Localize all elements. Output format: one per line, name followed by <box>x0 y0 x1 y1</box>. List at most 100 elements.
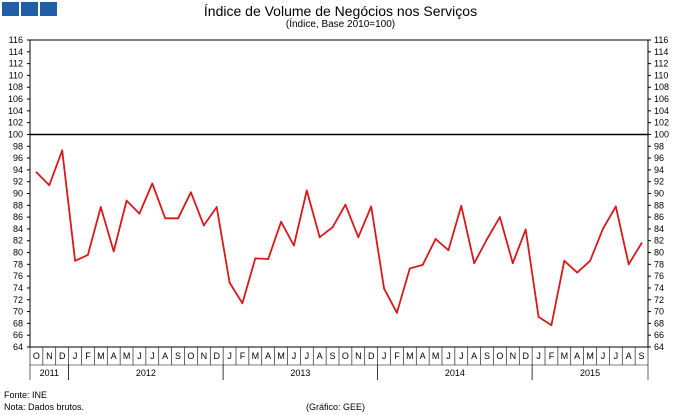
y-tick-label-right: 96 <box>654 153 664 163</box>
month-label: D <box>522 351 529 361</box>
month-label: A <box>626 351 632 361</box>
y-tick-label-left: 104 <box>8 106 23 116</box>
data-point <box>563 259 566 262</box>
y-tick-label-left: 86 <box>13 212 23 222</box>
data-point <box>640 242 643 244</box>
y-tick-label-left: 74 <box>13 283 23 293</box>
plot-frame <box>29 39 649 348</box>
month-label: A <box>111 351 117 361</box>
data-point <box>357 236 360 239</box>
month-label: J <box>601 351 606 361</box>
year-label: 2015 <box>580 368 600 378</box>
y-tick-label-left: 116 <box>9 35 23 45</box>
y-tick-label-left: 68 <box>13 318 23 328</box>
data-point <box>550 324 553 327</box>
y-tick-label-left: 66 <box>13 330 23 340</box>
month-label: J <box>227 351 232 361</box>
data-point <box>35 171 38 174</box>
month-label: M <box>406 351 414 361</box>
month-label: N <box>201 351 208 361</box>
logo-square-2 <box>21 2 38 16</box>
data-point <box>511 262 514 265</box>
data-point <box>241 302 244 305</box>
chart-credit: (Gráfico: GEE) <box>306 402 366 412</box>
chart-title: Índice de Volume de Negócios nos Serviço… <box>203 3 478 19</box>
data-point <box>602 228 604 230</box>
month-label: D <box>59 351 66 361</box>
data-point <box>473 262 476 265</box>
month-label: M <box>432 351 440 361</box>
data-point <box>537 315 540 318</box>
y-tick-label-right: 112 <box>654 59 668 69</box>
month-label: D <box>213 351 220 361</box>
data-point <box>112 250 115 253</box>
data-point <box>383 287 385 290</box>
y-tick-label-left: 102 <box>8 118 23 128</box>
y-tick-label-right: 74 <box>654 283 664 293</box>
year-label: 2013 <box>290 368 310 378</box>
data-point <box>589 259 591 262</box>
data-point <box>447 249 450 252</box>
logo-square-3 <box>40 2 57 16</box>
month-label: F <box>240 351 246 361</box>
month-label: F <box>85 351 91 361</box>
data-point <box>228 281 231 284</box>
data-point <box>190 191 192 194</box>
y-tick-label-right: 114 <box>654 47 668 57</box>
month-label: F <box>394 351 400 361</box>
month-label: J <box>446 351 451 361</box>
year-label: 2014 <box>445 368 465 378</box>
month-label: N <box>355 351 362 361</box>
y-tick-label-left: 112 <box>9 59 23 69</box>
y-tick-label-right: 64 <box>654 342 664 352</box>
y-tick-label-left: 90 <box>13 189 23 199</box>
data-point <box>576 271 579 274</box>
y-tick-label-right: 84 <box>654 224 664 234</box>
y-tick-label-left: 96 <box>13 153 23 163</box>
month-label: O <box>342 351 349 361</box>
month-label: M <box>97 351 105 361</box>
month-label: M <box>123 351 131 361</box>
month-label: M <box>252 351 260 361</box>
y-tick-label-left: 98 <box>13 141 23 151</box>
y-tick-label-right: 106 <box>654 94 669 104</box>
y-tick-label-right: 68 <box>654 318 664 328</box>
y-tick-label-right: 76 <box>654 271 664 281</box>
data-point <box>48 184 51 187</box>
y-tick-label-right: 92 <box>654 177 664 187</box>
y-tick-label-left: 72 <box>13 295 23 305</box>
data-point <box>421 264 424 266</box>
month-label: A <box>265 351 271 361</box>
series-line <box>35 149 643 327</box>
data-point <box>396 311 398 314</box>
y-tick-label-right: 72 <box>654 295 664 305</box>
data-point <box>486 238 488 240</box>
month-label: A <box>162 351 168 361</box>
data-point <box>267 258 270 260</box>
month-label: J <box>305 351 310 361</box>
y-tick-label-right: 88 <box>654 200 664 210</box>
y-tick-label-left: 92 <box>13 177 23 187</box>
y-tick-label-right: 98 <box>654 141 664 151</box>
data-point <box>254 257 257 260</box>
data-point <box>202 224 205 227</box>
y-tick-label-left: 76 <box>13 271 23 281</box>
data-point <box>151 182 154 185</box>
y-tick-label-left: 82 <box>13 236 23 246</box>
data-point <box>499 216 501 219</box>
data-point <box>280 220 282 223</box>
month-label: J <box>614 351 619 361</box>
data-point <box>99 206 102 208</box>
month-label: A <box>574 351 580 361</box>
month-label: J <box>73 351 78 361</box>
data-point <box>331 226 334 229</box>
y-tick-label-left: 70 <box>13 307 23 317</box>
source-note: Fonte: INE <box>4 390 48 400</box>
data-point <box>74 259 76 262</box>
data-point <box>370 205 373 208</box>
y-tick-label-right: 116 <box>654 35 668 45</box>
y-tick-label-left: 84 <box>13 224 23 234</box>
month-label: J <box>382 351 387 361</box>
y-tick-label-left: 88 <box>13 200 23 210</box>
